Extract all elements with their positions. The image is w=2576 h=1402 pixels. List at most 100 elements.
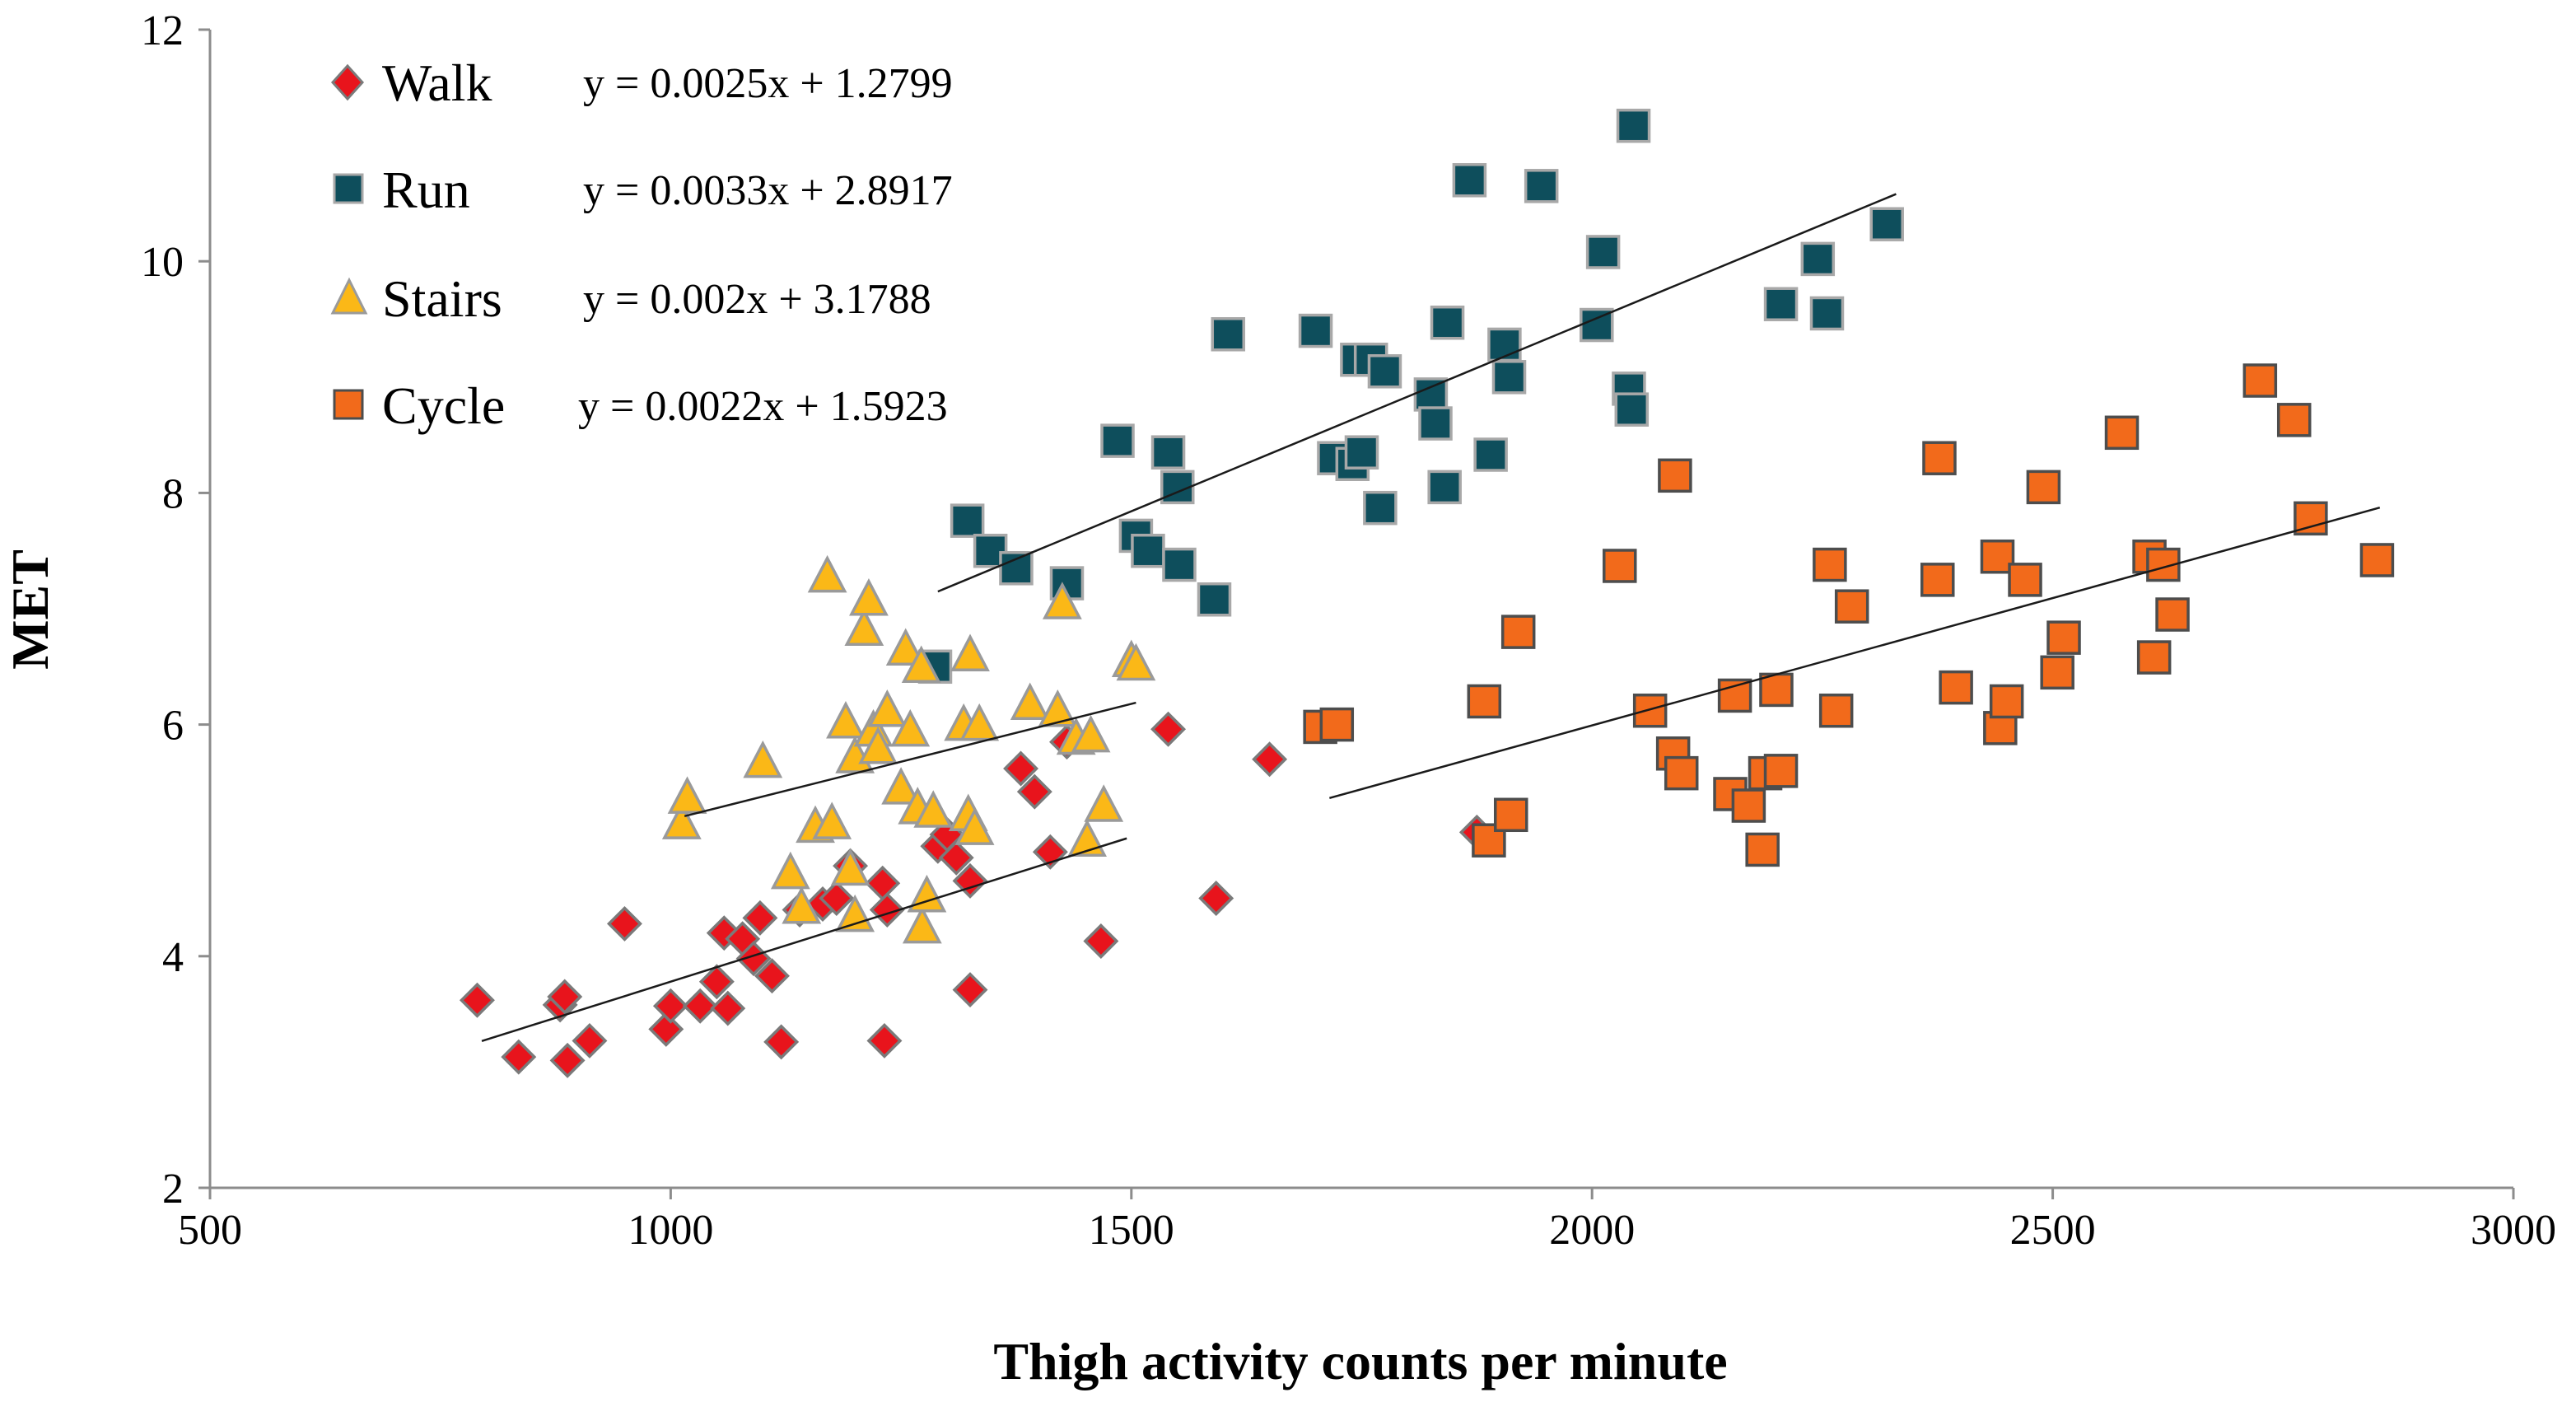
legend-marker-stairs — [330, 277, 368, 315]
point-cycle — [1658, 458, 1692, 493]
legend-label-run: Run — [382, 161, 470, 219]
point-stairs — [881, 767, 921, 805]
point-stairs — [890, 708, 931, 747]
legend-entry-stairs: Stairs y = 0.002x + 3.1788 — [330, 269, 931, 328]
point-cycle — [1603, 549, 1637, 583]
point-run — [950, 503, 985, 538]
point-cycle — [2104, 415, 2140, 451]
legend-marker-walk — [330, 63, 365, 101]
point-walk — [1198, 881, 1234, 916]
series-cycle — [1303, 363, 2395, 867]
point-run — [1430, 305, 1465, 340]
point-run — [1763, 287, 1799, 321]
point-stairs — [1010, 682, 1050, 721]
point-cycle — [1745, 832, 1780, 867]
point-stairs — [1067, 819, 1107, 857]
point-cycle — [1920, 563, 1955, 597]
point-stairs — [782, 886, 822, 924]
point-stairs — [1042, 582, 1082, 619]
point-run — [1367, 354, 1402, 389]
x-ticks: 500 1000 1500 2000 2500 3000 — [178, 1188, 2556, 1254]
point-walk — [952, 972, 988, 1008]
point-cycle — [1731, 788, 1766, 823]
point-walk — [1252, 741, 1288, 778]
series-walk — [459, 711, 1495, 1078]
point-cycle — [1467, 684, 1502, 719]
x-tick-label: 500 — [178, 1207, 242, 1254]
point-run — [1344, 435, 1379, 470]
point-cycle — [2026, 470, 2061, 505]
point-stairs — [835, 894, 875, 932]
trendline-cycle — [1329, 507, 2381, 800]
point-stairs — [913, 790, 954, 828]
point-cycle — [2040, 655, 2074, 690]
point-stairs — [849, 577, 889, 616]
legend-label-stairs: Stairs — [382, 269, 502, 328]
x-tick-label: 3000 — [2471, 1207, 2556, 1254]
y-tick-label: 2 — [162, 1166, 184, 1213]
point-walk — [938, 839, 974, 876]
point-walk — [572, 1022, 608, 1059]
point-run — [1162, 547, 1197, 582]
legend-entry-run: Run y = 0.0033x + 2.8917 — [333, 161, 953, 219]
point-run — [1363, 490, 1398, 526]
x-tick-label: 2000 — [1549, 1207, 1635, 1254]
y-tick-label: 8 — [162, 470, 184, 517]
point-walk — [865, 865, 901, 901]
point-walk — [549, 1042, 586, 1078]
trendline-stairs — [684, 701, 1136, 818]
point-run — [1150, 435, 1186, 470]
point-run — [1869, 207, 1904, 241]
x-tick-label: 1500 — [1089, 1207, 1174, 1254]
point-walk — [763, 1024, 800, 1060]
point-stairs — [858, 726, 898, 764]
point-walk — [952, 862, 988, 899]
point-stairs — [1038, 689, 1078, 727]
point-stairs — [901, 645, 941, 684]
point-stairs — [950, 633, 990, 671]
point-cycle — [1818, 693, 1854, 728]
point-walk — [606, 905, 642, 942]
point-stairs — [1084, 784, 1124, 822]
point-cycle — [1989, 684, 2024, 719]
point-cycle — [1922, 441, 1957, 475]
point-run — [1427, 470, 1462, 505]
point-stairs — [885, 628, 926, 666]
legend-equation-walk: y = 0.0025x + 1.2799 — [583, 60, 953, 107]
series-stairs — [661, 554, 1156, 944]
point-run — [1585, 235, 1621, 269]
x-tick-label: 1000 — [628, 1207, 713, 1254]
point-run — [1298, 313, 1333, 348]
point-cycle — [1319, 707, 1355, 742]
point-cycle — [2276, 403, 2312, 437]
point-stairs — [830, 848, 870, 886]
x-axis-title: Thigh activity counts per minute — [993, 1332, 1727, 1390]
trendline-run — [937, 193, 1897, 593]
point-walk — [1150, 711, 1187, 747]
point-stairs — [1071, 714, 1111, 753]
point-cycle — [2136, 640, 2172, 675]
point-walk — [1032, 834, 1068, 870]
point-walk — [866, 1022, 903, 1059]
point-walk — [648, 1011, 684, 1047]
point-run — [1800, 241, 1836, 277]
y-tick-label: 10 — [141, 239, 184, 286]
point-cycle — [2008, 563, 2042, 597]
point-stairs — [807, 554, 847, 593]
point-stairs — [907, 874, 947, 913]
point-cycle — [1500, 615, 1536, 649]
point-cycle — [1759, 672, 1794, 708]
point-stairs — [743, 740, 783, 778]
point-run — [1211, 317, 1246, 352]
point-cycle — [2155, 597, 2190, 632]
point-cycle — [1834, 589, 1869, 624]
point-walk — [1003, 750, 1039, 787]
point-cycle — [1664, 755, 1699, 791]
point-cycle — [1493, 797, 1528, 833]
point-walk — [698, 964, 735, 1000]
y-tick-label: 6 — [162, 703, 184, 750]
y-tick-label: 12 — [141, 7, 184, 54]
fit-lines — [481, 193, 2381, 1042]
point-run — [1418, 406, 1453, 441]
